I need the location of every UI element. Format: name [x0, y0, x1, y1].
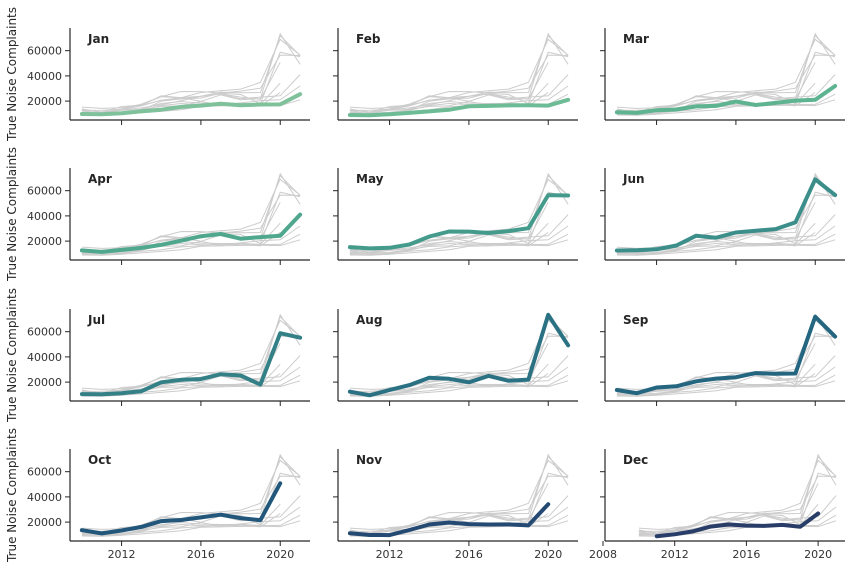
- background-line-sep: [349, 34, 569, 113]
- x-tick-label: 2012: [108, 548, 136, 561]
- background-line-sep: [349, 455, 569, 534]
- y-tick-label: 40000: [27, 210, 62, 223]
- y-tick-label: 60000: [27, 466, 62, 479]
- panel-title: Apr: [88, 172, 112, 186]
- y-tick-label: 20000: [27, 376, 62, 389]
- panel-title: Mar: [623, 32, 649, 46]
- panel-aug: Aug: [333, 309, 578, 406]
- y-tick-label: 20000: [27, 235, 62, 248]
- y-axis-title: True Noise Complaints: [5, 147, 19, 282]
- panel-title: Sep: [623, 313, 649, 327]
- y-axis-title: True Noise Complaints: [5, 428, 19, 563]
- background-line-sep: [638, 455, 837, 534]
- panels-group: 20000 40000 60000 Jan True Noise Complaints F…: [5, 7, 845, 563]
- highlight-line-nov: [347, 502, 551, 538]
- panel-may: May: [333, 168, 578, 265]
- highlight-line-apr: [79, 212, 303, 254]
- x-tick-label: 2016: [732, 548, 760, 561]
- y-tick-label: 20000: [27, 95, 62, 108]
- highlight-line-jul: [79, 331, 303, 397]
- y-tick-label: 40000: [27, 351, 62, 364]
- x-tick-label: 2020: [266, 548, 294, 561]
- background-line-dec: [636, 373, 816, 397]
- background-line-dec: [369, 232, 549, 256]
- panel-title: Oct: [88, 453, 111, 467]
- panel-dec: 2008 2012 2016 2020 Dec: [589, 449, 845, 561]
- x-tick-label: 2012: [661, 548, 689, 561]
- background-line-sep: [81, 34, 301, 113]
- y-tick-label: 40000: [27, 491, 62, 504]
- background-line-dec: [101, 232, 281, 256]
- highlight-line-mar: [614, 84, 838, 115]
- background-line-jul: [349, 191, 569, 254]
- highlight-line-dec: [654, 511, 821, 539]
- highlight-line-may: [347, 193, 571, 251]
- panel-sep: Sep: [600, 309, 845, 406]
- panel-title: Jun: [622, 172, 645, 186]
- y-tick-label: 60000: [27, 326, 62, 339]
- panel-title: Jan: [87, 32, 109, 46]
- background-line-oct: [349, 62, 549, 113]
- highlight-line-jan: [79, 92, 303, 117]
- panel-nov: 2012 2016 2020 Nov: [333, 449, 578, 561]
- background-line-dec: [369, 373, 549, 397]
- highlight-line-sep: [614, 314, 838, 396]
- highlight-line-oct: [79, 481, 283, 536]
- background-line-oct: [81, 62, 281, 113]
- panel-title: Aug: [356, 313, 382, 327]
- panel-apr: 20000 40000 60000 Apr True Noise Complaints: [5, 147, 310, 282]
- panel-title: May: [356, 172, 384, 186]
- panel-title: Nov: [356, 453, 382, 467]
- background-line-oct: [638, 483, 819, 534]
- panel-title: Jul: [87, 313, 105, 327]
- x-tick-label: 2016: [455, 548, 483, 561]
- panel-jun: Jun: [600, 168, 845, 265]
- panel-jul: 20000 40000 60000 Jul True Noise Complaints: [5, 288, 310, 423]
- y-tick-label: 60000: [27, 185, 62, 198]
- background-line-dec: [636, 232, 816, 256]
- panel-title: Feb: [356, 32, 381, 46]
- x-tick-label: 2016: [187, 548, 215, 561]
- highlight-line-aug: [347, 312, 571, 398]
- background-line-jul: [616, 191, 836, 254]
- background-line-dec: [101, 513, 281, 537]
- panel-title: Dec: [623, 453, 648, 467]
- y-tick-label: 60000: [27, 45, 62, 58]
- y-tick-label: 40000: [27, 70, 62, 83]
- highlight-line-feb: [347, 97, 571, 118]
- background-line-oct: [349, 483, 549, 534]
- y-tick-label: 20000: [27, 516, 62, 529]
- panel-oct: 20000 40000 60000 2012 2016 2020 Oct True Noise…: [5, 428, 310, 563]
- x-tick-label: 2020: [534, 548, 562, 561]
- highlight-line-jun: [614, 177, 838, 253]
- panel-feb: Feb: [333, 28, 578, 125]
- y-axis-title: True Noise Complaints: [5, 288, 19, 423]
- panel-mar: Mar: [600, 28, 845, 125]
- background-line-sep: [616, 34, 836, 113]
- x-tick-label: 2012: [376, 548, 404, 561]
- x-tick-label: 2020: [804, 548, 832, 561]
- background-line-oct: [349, 202, 549, 253]
- x-tick-label: 2008: [589, 548, 617, 561]
- y-axis-title: True Noise Complaints: [5, 7, 19, 142]
- panel-jan: 20000 40000 60000 Jan True Noise Complaints: [5, 7, 310, 142]
